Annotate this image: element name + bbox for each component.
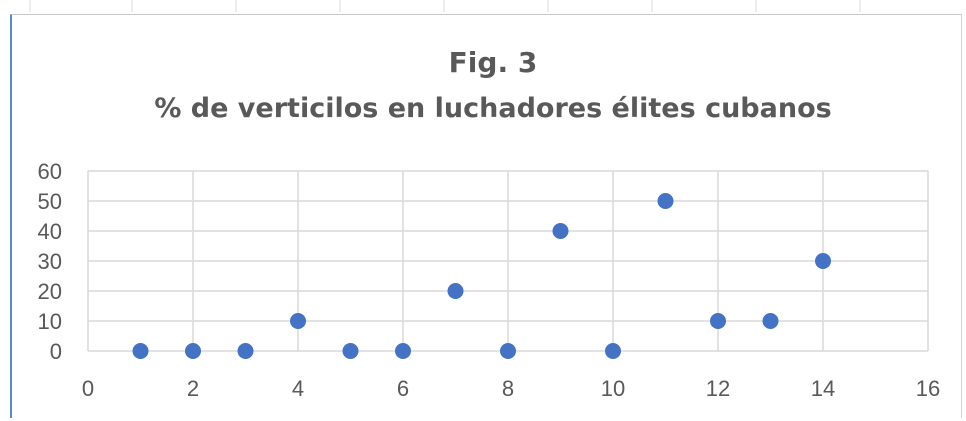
data-point (185, 343, 201, 359)
data-point (710, 313, 726, 329)
data-point (762, 313, 779, 329)
x-tick-label: 8 (502, 376, 514, 401)
x-tick-label: 4 (292, 376, 304, 401)
x-tick-label: 14 (811, 376, 835, 401)
data-point (132, 343, 149, 359)
data-points (132, 193, 831, 359)
y-tick-label: 40 (38, 219, 62, 244)
y-tick-label: 20 (38, 279, 62, 304)
x-tick-label: 16 (916, 376, 940, 401)
data-point (395, 343, 411, 359)
x-tick-label: 10 (601, 376, 625, 401)
x-tick-label: 6 (397, 376, 409, 401)
data-point (290, 313, 306, 329)
data-point (657, 193, 674, 209)
y-tick-label: 10 (38, 309, 62, 334)
y-tick-labels: 0 10 20 30 40 50 60 (38, 159, 62, 364)
data-point (605, 343, 621, 359)
data-point (447, 283, 464, 299)
x-tick-label: 12 (706, 376, 730, 401)
data-point (552, 223, 569, 239)
chart-title: Fig. 3 (449, 46, 538, 79)
x-tick-label: 0 (82, 376, 94, 401)
chart-subtitle: % de verticilos en luchadores élites cub… (154, 93, 831, 124)
y-tick-label: 0 (50, 339, 62, 364)
data-point (500, 343, 516, 359)
y-tick-label: 30 (38, 249, 62, 274)
y-tick-label: 60 (38, 159, 62, 184)
x-tick-labels: 0 2 4 6 8 10 12 14 16 (82, 376, 940, 401)
data-point (815, 253, 831, 269)
y-tick-label: 50 (38, 189, 62, 214)
data-point (237, 343, 254, 359)
data-point (342, 343, 359, 359)
top-strip (29, 0, 861, 12)
x-tick-label: 2 (187, 376, 199, 401)
gridlines (87, 170, 929, 352)
